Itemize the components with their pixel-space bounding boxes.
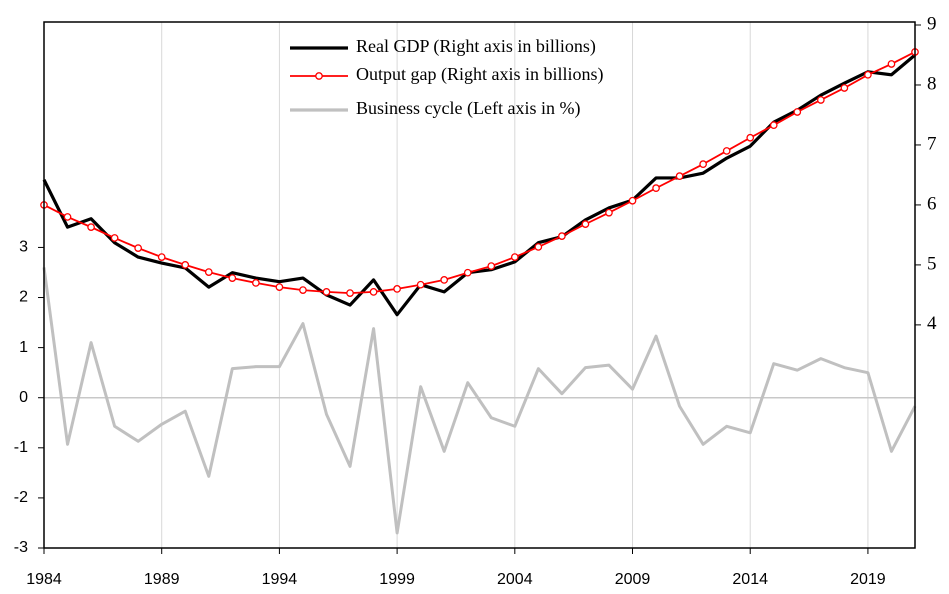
y-tick-label: -2 <box>14 489 28 506</box>
series-marker <box>228 274 237 282</box>
series-marker <box>134 244 143 252</box>
x-tick-label: 2019 <box>850 571 886 588</box>
plot-frame <box>43 21 916 549</box>
x-tick-label: 1989 <box>144 571 180 588</box>
y2-tick-label: 6 <box>927 193 937 214</box>
series-marker <box>110 234 119 242</box>
series-marker <box>393 285 401 293</box>
legend-label: Business cycle (Left axis in %) <box>356 98 580 119</box>
series-marker <box>440 276 449 284</box>
series-marker <box>204 268 213 276</box>
y-tick-label: 2 <box>19 289 28 306</box>
x-tick-label: 1994 <box>262 571 298 588</box>
series-marker <box>416 280 425 289</box>
series-line <box>43 51 916 294</box>
series-marker <box>652 184 660 192</box>
y2-tick-label: 7 <box>927 133 937 154</box>
x-tick-label: 1999 <box>379 571 415 588</box>
series-marker <box>275 283 284 291</box>
y-tick-label: -1 <box>14 439 28 456</box>
series-marker <box>487 262 496 270</box>
series-marker <box>605 208 613 217</box>
series-marker <box>463 268 472 277</box>
y2-tick-label: 8 <box>927 73 937 94</box>
series-marker <box>322 288 331 296</box>
series-marker <box>581 220 590 228</box>
series-marker <box>346 289 354 297</box>
x-tick-label: 2014 <box>732 571 768 588</box>
series-marker <box>722 147 731 155</box>
series-marker <box>534 243 543 251</box>
x-tick-label: 2004 <box>497 571 533 588</box>
y-tick-label: 3 <box>19 239 28 256</box>
series-marker <box>699 160 707 168</box>
series-marker <box>769 121 778 130</box>
series-marker <box>252 279 260 287</box>
x-tick-label: 2009 <box>615 571 651 588</box>
series-line <box>42 267 917 535</box>
legend-label: Real GDP (Right axis in billions) <box>356 36 596 57</box>
y-tick-label: -3 <box>14 539 28 556</box>
legend-marker <box>315 72 323 80</box>
series-marker <box>628 196 637 205</box>
series-marker <box>299 286 307 294</box>
series-marker <box>887 60 896 68</box>
series-marker <box>746 133 755 142</box>
y2-tick-label: 9 <box>927 13 937 34</box>
series-marker <box>510 253 519 261</box>
x-tick-label: 1984 <box>26 571 62 588</box>
series-marker <box>87 223 95 231</box>
series-marker <box>864 70 872 79</box>
y2-tick-label: 5 <box>927 253 937 274</box>
series-marker <box>63 213 72 221</box>
series-marker <box>675 172 684 180</box>
y2-tick-label: 4 <box>927 313 937 334</box>
series-marker <box>816 96 825 104</box>
y-tick-label: 0 <box>19 389 28 406</box>
series-marker <box>840 84 849 92</box>
series-marker <box>793 108 802 116</box>
series-marker <box>181 261 190 269</box>
y-tick-label: 1 <box>19 339 28 356</box>
series-marker <box>369 288 378 296</box>
series-line <box>42 53 917 317</box>
series-marker <box>157 253 166 261</box>
legend-label: Output gap (Right axis in billions) <box>356 64 604 85</box>
series-marker <box>558 232 566 240</box>
